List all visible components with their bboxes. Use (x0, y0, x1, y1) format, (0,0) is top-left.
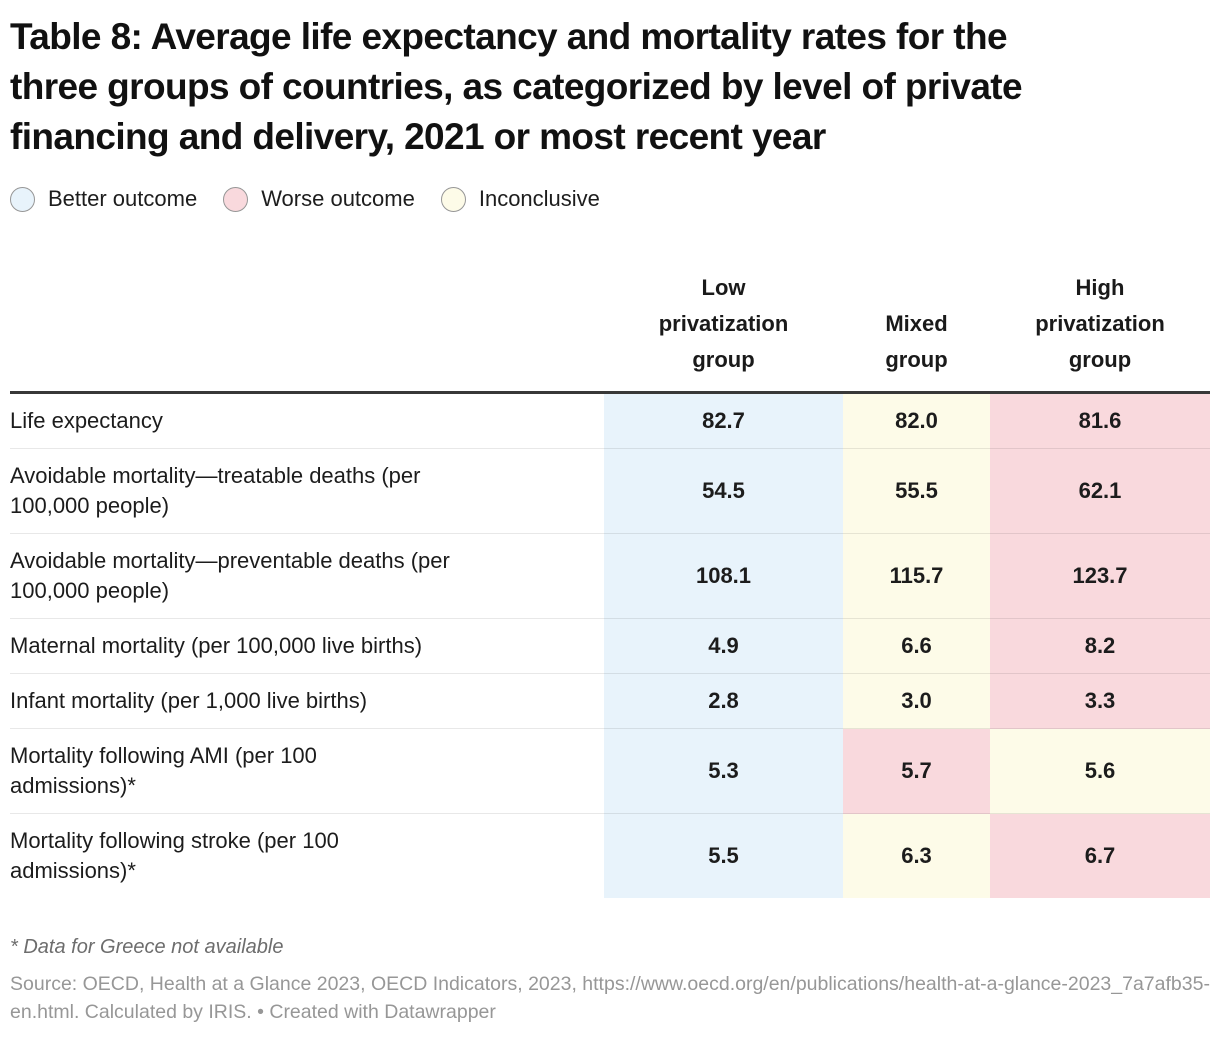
cell-value: 5.7 (843, 728, 990, 814)
cell-value: 62.1 (990, 448, 1210, 534)
column-header-mixed: Mixed group (843, 254, 990, 394)
cell-value: 8.2 (990, 618, 1210, 674)
column-header-high-privatization: High privatization group (990, 254, 1210, 394)
source-line: Source: OECD, Health at a Glance 2023, O… (10, 973, 1210, 1023)
legend-item-better: Better outcome (10, 185, 197, 213)
legend-item-inconclusive: Inconclusive (440, 185, 600, 213)
outcome-legend: Better outcome Worse outcome Inconclusiv… (10, 184, 1210, 214)
data-table: Low privatization group Mixed group High… (10, 254, 1210, 898)
cell-value: 108.1 (604, 533, 843, 619)
cell-value: 5.6 (990, 728, 1210, 814)
cell-value: 3.3 (990, 673, 1210, 729)
row-label: Life expectancy (10, 408, 163, 433)
legend-label-better: Better outcome (48, 186, 198, 211)
table-row: Mortality following AMI (per 100 admissi… (10, 728, 1210, 814)
table-row: Life expectancy 82.7 82.0 81.6 (10, 392, 1210, 449)
cell-value: 55.5 (843, 448, 990, 534)
cell-value: 5.3 (604, 728, 843, 814)
cell-value: 82.0 (843, 392, 990, 449)
better-outcome-swatch-icon (10, 186, 35, 212)
row-label: Infant mortality (per 1,000 live births) (10, 688, 368, 713)
cell-value: 54.5 (604, 448, 843, 534)
cell-value: 81.6 (990, 392, 1210, 449)
cell-value: 6.3 (843, 813, 990, 898)
legend-item-worse: Worse outcome (223, 185, 415, 213)
footnote: * Data for Greece not available (10, 936, 284, 958)
cell-value: 6.6 (843, 618, 990, 674)
row-label: Mortality following stroke (per 100 admi… (10, 828, 339, 883)
table-row: Maternal mortality (per 100,000 live bir… (10, 618, 1210, 674)
row-label: Avoidable mortality—preventable deaths (… (10, 548, 450, 603)
table-row: Avoidable mortality—preventable deaths (… (10, 533, 1210, 619)
legend-label-worse: Worse outcome (261, 186, 415, 211)
cell-value: 115.7 (843, 533, 990, 619)
inconclusive-outcome-swatch-icon (440, 186, 466, 212)
cell-value: 123.7 (990, 533, 1210, 619)
cell-value: 6.7 (990, 813, 1210, 898)
cell-value: 4.9 (604, 618, 843, 674)
column-header-low-privatization: Low privatization group (604, 254, 843, 394)
worse-outcome-swatch-icon (223, 186, 249, 212)
legend-label-inconclusive: Inconclusive (478, 186, 600, 211)
header-row: Low privatization group Mixed group High… (10, 254, 1210, 394)
cell-value: 3.0 (843, 673, 990, 729)
row-label: Mortality following AMI (per 100 admissi… (10, 743, 317, 798)
page-title: Table 8: Average life expectancy and mor… (10, 16, 1023, 157)
cell-value: 82.7 (604, 392, 843, 449)
row-label-column-header (10, 254, 604, 394)
cell-value: 2.8 (604, 673, 843, 729)
table-row: Infant mortality (per 1,000 live births)… (10, 673, 1210, 729)
table-row: Mortality following stroke (per 100 admi… (10, 813, 1210, 898)
table-row: Avoidable mortality—treatable deaths (pe… (10, 448, 1210, 534)
cell-value: 5.5 (604, 813, 843, 898)
row-label: Avoidable mortality—treatable deaths (pe… (10, 463, 421, 518)
row-label: Maternal mortality (per 100,000 live bir… (10, 633, 423, 658)
